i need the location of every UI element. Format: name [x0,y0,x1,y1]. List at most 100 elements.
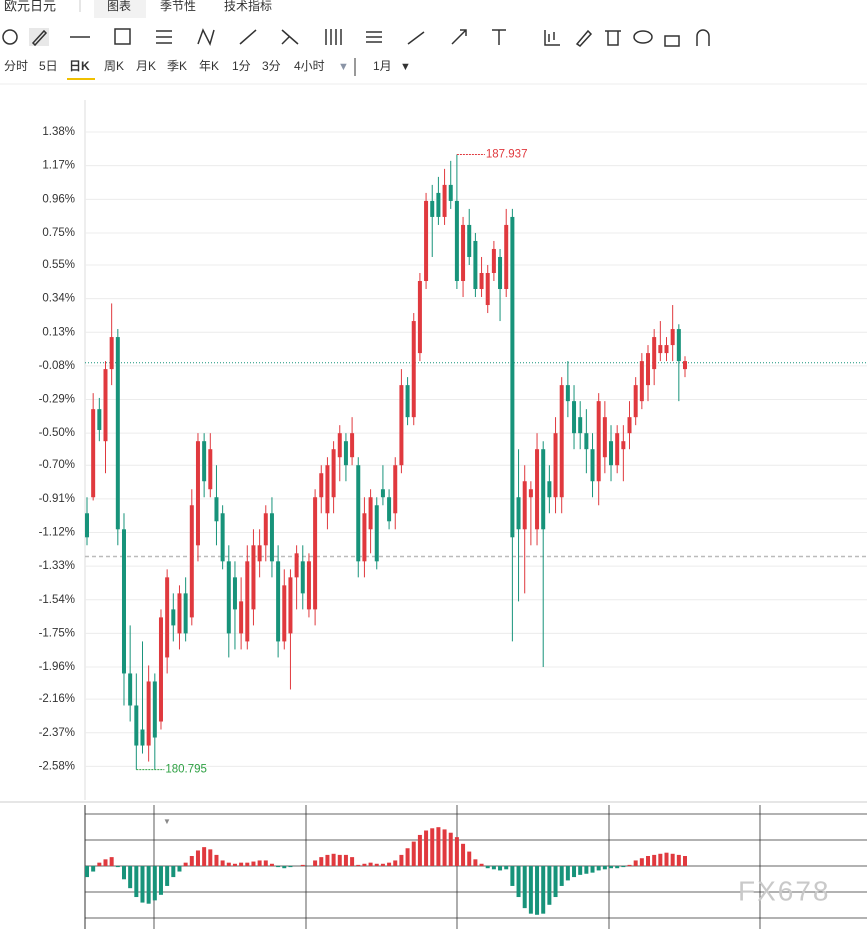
macd-bar [559,865,564,886]
timeframe[interactable]: 5日 [39,59,58,73]
macd-bar [331,853,336,866]
macd-bar [627,864,632,866]
macd-bar [343,854,348,866]
macd-bar [578,865,583,875]
macd-bar [473,859,478,866]
candle-body [516,497,521,530]
timeframe[interactable]: 季K [167,59,187,73]
icon[interactable] [605,30,621,46]
y-tick-label: -1.75% [39,627,75,639]
candle-body [393,465,398,514]
icon[interactable] [239,29,257,45]
timeframe[interactable]: 日K [69,59,90,73]
candle-body [128,673,133,706]
macd-grid [85,805,867,929]
candle-body [214,497,219,522]
candle-body [541,449,546,530]
timeframe[interactable]: 3分 [262,59,281,73]
candle-body [189,505,194,618]
symbol-tab[interactable]: 欧元日元 [4,0,56,13]
icon[interactable] [492,29,506,45]
macd-bar [368,862,373,866]
icon[interactable] [451,29,467,45]
macd-bar [442,829,447,866]
tab[interactable]: 季节性 [160,0,196,13]
y-tick-label: -0.70% [39,459,75,471]
icon[interactable] [31,29,48,47]
macd-bar [165,865,170,886]
candle-body [442,184,447,217]
candle-body [602,417,607,458]
candle-body [584,433,589,450]
timeframe[interactable]: 分时 [4,59,28,73]
macd-bar [350,857,355,866]
icon[interactable] [114,28,131,45]
tab[interactable]: 技术指标 [224,0,272,13]
candle-body [430,200,435,217]
candle-body [664,345,669,354]
candle-body [226,561,231,634]
icon[interactable] [633,30,653,44]
candle-body [165,577,170,658]
timeframe[interactable]: 月K [136,59,156,73]
macd-bar [633,860,638,866]
macd-bar [245,862,250,866]
candle-body [596,401,601,482]
macd-bar [399,854,404,866]
icon[interactable] [156,30,172,44]
timeframe[interactable]: 1分 [232,59,251,73]
candle-body [676,329,681,362]
candle-body [510,216,515,538]
annotation: 187.937 [486,148,528,160]
candle-body [559,385,564,498]
candle-body [467,224,472,257]
candle-body [405,385,410,418]
timeframe[interactable]: 4小时 [294,59,325,73]
timeframe[interactable]: 周K [104,59,124,73]
icon[interactable] [281,29,299,45]
macd-bar [639,858,644,866]
icon[interactable] [575,29,593,47]
candle-body [306,561,311,610]
candle-body [350,433,355,458]
tab-bg [94,0,146,18]
macd-bar [387,862,392,866]
period[interactable]: 1月 [373,59,392,73]
macd-bar [424,830,429,866]
macd-bar [91,865,96,872]
icon[interactable] [325,29,342,45]
macd-bar [128,865,133,889]
candle-body [294,553,299,578]
candle-body [485,272,490,306]
dropdown-arrow[interactable]: ▼ [338,61,349,73]
macd-bar [584,865,589,874]
candle-body [609,441,614,466]
icon[interactable] [366,31,382,43]
candle-body [553,433,558,498]
tab[interactable]: 图表 [107,0,131,13]
icon[interactable] [197,28,215,47]
timeframe[interactable]: 年K [199,59,219,73]
icon[interactable] [544,30,560,46]
macd-bar [251,861,256,866]
candle-body [670,329,675,346]
macd-bar [522,865,527,909]
candle-body [424,200,429,282]
candle-body [479,272,484,290]
macd-bar [590,865,595,873]
candle-body [91,409,96,498]
icon[interactable] [2,29,18,45]
y-tick-label: 0.75% [42,227,75,239]
macd-bar [362,863,367,866]
dropdown-arrow[interactable]: ▼ [400,61,411,73]
macd-bar [356,864,361,866]
y-tick-label: 0.55% [42,259,75,271]
icon[interactable] [664,35,680,47]
macd-bar [454,837,459,866]
macd-bar [313,860,318,866]
icon[interactable] [696,29,710,46]
macd-bar [405,848,410,866]
icon[interactable] [407,31,425,45]
candle-body [288,577,293,634]
macd-bar [202,847,207,866]
